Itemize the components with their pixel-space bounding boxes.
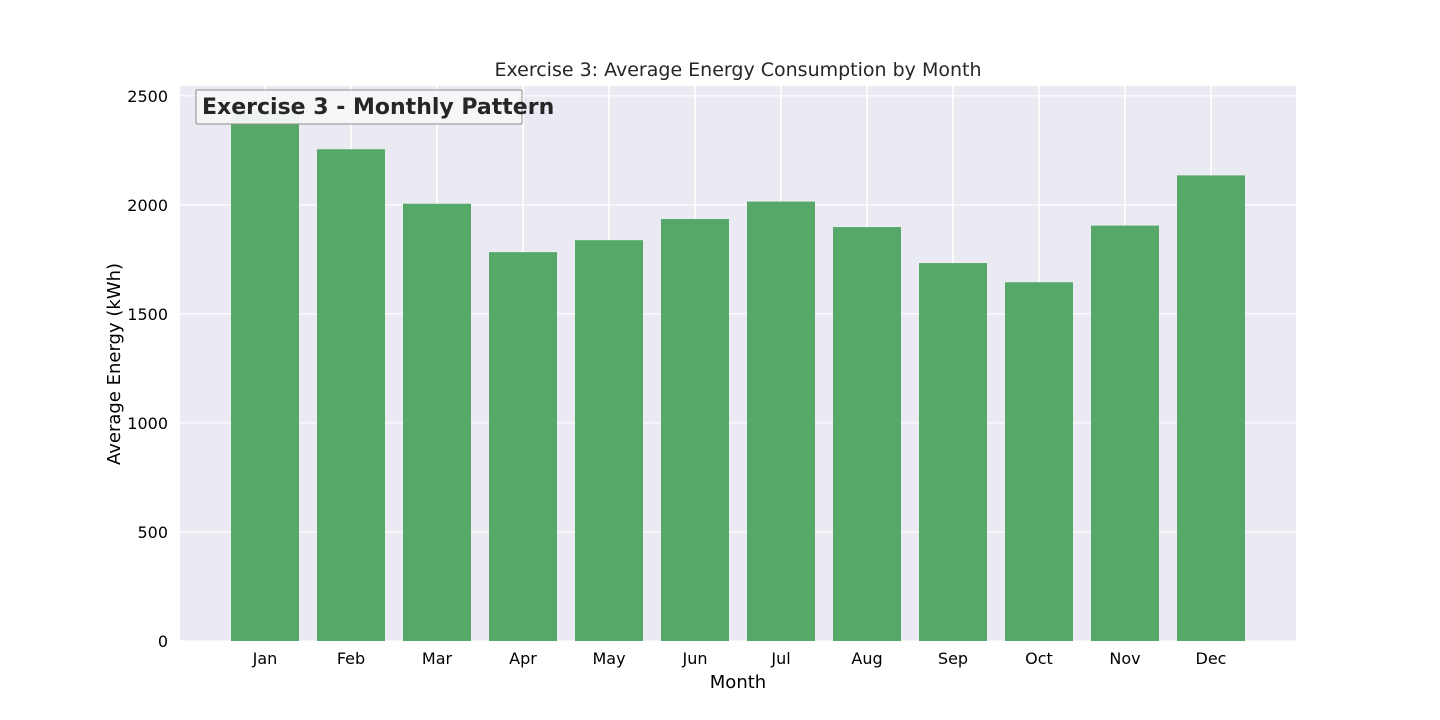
x-tick-label: Jan bbox=[252, 649, 278, 668]
bar-dec bbox=[1177, 175, 1245, 641]
bar-apr bbox=[489, 252, 557, 641]
x-tick-label: Nov bbox=[1109, 649, 1140, 668]
x-tick-label: Jul bbox=[770, 649, 790, 668]
y-tick-label: 0 bbox=[158, 632, 168, 651]
bars bbox=[231, 111, 1245, 642]
y-tick-label: 1500 bbox=[127, 305, 168, 324]
x-tick-label: Mar bbox=[422, 649, 453, 668]
y-tick-label: 2500 bbox=[127, 87, 168, 106]
y-tick-label: 500 bbox=[137, 523, 168, 542]
annotation-background bbox=[195, 89, 523, 125]
bar-jul bbox=[747, 201, 815, 641]
bar-feb bbox=[317, 149, 385, 642]
bar-may bbox=[575, 240, 643, 642]
bar-mar bbox=[403, 203, 471, 641]
bar-aug bbox=[833, 227, 901, 641]
bar-jun bbox=[661, 219, 729, 641]
x-tick-label: Aug bbox=[851, 649, 882, 668]
bar-nov bbox=[1091, 225, 1159, 641]
bar-oct bbox=[1005, 282, 1073, 641]
y-axis-label: Average Energy (kWh) bbox=[104, 263, 125, 465]
x-axis-label: Month bbox=[710, 672, 766, 693]
x-tick-label: Jun bbox=[682, 649, 708, 668]
bar-jan bbox=[231, 111, 299, 641]
y-tick-label: 1000 bbox=[127, 414, 168, 433]
x-tick-label: Apr bbox=[509, 649, 537, 668]
chart-title: Exercise 3: Average Energy Consumption b… bbox=[494, 59, 981, 81]
annotation-box: Exercise 3 - Monthly Pattern bbox=[195, 89, 554, 125]
annotation-text: Exercise 3 - Monthly Pattern bbox=[202, 95, 554, 120]
y-tick-label: 2000 bbox=[127, 196, 168, 215]
x-tick-label: May bbox=[592, 649, 625, 668]
x-tick-labels: Jan Feb Mar Apr May Jun Jul Aug Sep Oct Nov Dec bbox=[252, 649, 1227, 668]
x-tick-label: Dec bbox=[1196, 649, 1227, 668]
bar-sep bbox=[919, 263, 987, 641]
x-tick-label: Feb bbox=[337, 649, 365, 668]
y-tick-labels: 0 500 1000 1500 2000 2500 bbox=[127, 87, 168, 651]
x-tick-label: Sep bbox=[938, 649, 968, 668]
x-tick-label: Oct bbox=[1025, 649, 1053, 668]
